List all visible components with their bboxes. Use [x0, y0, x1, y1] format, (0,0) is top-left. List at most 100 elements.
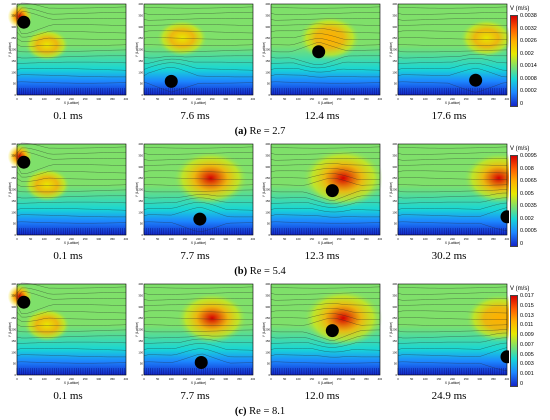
y-tick-label: 300 [138, 25, 143, 29]
velocity-field-svg: 0 50 100 150 200 250 300 350 400 0 50 100 150 200 250 3… [389, 282, 509, 385]
streamline [143, 18, 254, 21]
x-axis-label: X (Lattice) [191, 101, 206, 105]
plot-frame [143, 283, 254, 376]
streamline [16, 208, 127, 211]
y-axis-label: Y (Lattice) [135, 42, 139, 57]
y-tick-label: 200 [265, 328, 270, 332]
y-tick-label: 0 [268, 93, 270, 97]
x-axis-label: X (Lattice) [191, 241, 206, 245]
streamline [397, 342, 508, 350]
y-tick-label: 50 [13, 222, 17, 226]
streamline [270, 303, 381, 306]
streamline [397, 177, 507, 180]
x-tick-label: 100 [423, 377, 428, 381]
y-tick-label: 350 [392, 153, 397, 157]
y-tick-label: 300 [392, 305, 397, 309]
x-tick-label: 0 [270, 97, 272, 101]
x-tick-label: 100 [296, 377, 301, 381]
y-tick-label: 200 [11, 328, 16, 332]
y-tick-label: 0 [14, 373, 16, 377]
streamline [270, 12, 381, 15]
y-tick-label: 150 [392, 199, 397, 203]
streamline [143, 324, 254, 326]
colorbar-tick-label: 0.013 [520, 312, 534, 319]
streamline [143, 24, 254, 26]
colorbar-tick-label: 0.005 [520, 351, 534, 358]
wall-hatching [16, 88, 126, 95]
streamline [143, 170, 254, 174]
colorbar: V (m/s) 0.017 0.015 0.013 0.011 0.009 0.007 0.0… [510, 286, 550, 389]
high-velocity-region [298, 15, 361, 61]
streamline [270, 6, 381, 9]
x-tick-label: 100 [296, 97, 301, 101]
x-tick-label: 50 [410, 377, 414, 381]
y-axis-label: Y (Lattice) [262, 42, 266, 57]
x-tick-label: 400 [124, 377, 128, 381]
streamline [16, 49, 127, 53]
streamline [271, 61, 381, 69]
x-tick-label: 50 [156, 377, 160, 381]
x-tick-label: 100 [169, 97, 174, 101]
streamline [143, 37, 253, 40]
streamline [143, 329, 254, 333]
x-tick-label: 300 [477, 97, 482, 101]
y-tick-label: 0 [268, 233, 270, 237]
streamline [270, 81, 381, 84]
velocity-field-svg: 0 50 100 150 200 250 300 350 400 0 50 100 150 200 250 3… [389, 142, 509, 245]
x-tick-label: 150 [56, 237, 61, 241]
y-tick-label: 150 [392, 59, 397, 63]
y-axis-label: Y (Lattice) [8, 182, 12, 197]
streamline [16, 2, 127, 9]
y-tick-label: 300 [11, 165, 16, 169]
streamline [271, 342, 381, 348]
x-tick-label: 0 [397, 377, 399, 381]
y-tick-label: 150 [11, 199, 16, 203]
wall-hatching [143, 88, 253, 95]
x-tick-label: 150 [183, 377, 188, 381]
wall-hatching [143, 368, 253, 375]
streamline [270, 335, 380, 345]
y-tick-label: 50 [13, 362, 17, 366]
x-tick-label: 300 [477, 237, 482, 241]
colorbar-title: V (m/s) [510, 146, 530, 152]
streamline [270, 152, 381, 155]
streamline [397, 189, 508, 193]
y-tick-label: 350 [11, 13, 16, 17]
streamlines [270, 286, 381, 364]
high-velocity-region [24, 28, 70, 61]
streamline [397, 310, 508, 314]
time-label: 30.2 ms [431, 250, 467, 262]
y-tick-label: 150 [265, 59, 270, 63]
colorbar-tick-label: 0.0065 [520, 178, 537, 185]
velocity-field-plot: 0 50 100 150 200 250 300 350 400 0 50 100 150 200 250 3… [262, 142, 382, 245]
y-axis-label: Y (Lattice) [135, 182, 139, 197]
streamline [397, 292, 508, 295]
plot-frame [143, 3, 254, 96]
time-label: 12.0 ms [304, 390, 340, 402]
y-tick-label: 250 [138, 176, 143, 180]
particle [194, 355, 208, 369]
high-velocity-region [303, 289, 382, 347]
colorbar-tick-label: 0.001 [520, 371, 534, 378]
x-tick-label: 350 [110, 97, 115, 101]
streamlines [397, 286, 508, 371]
streamline [270, 28, 381, 34]
y-tick-label: 350 [265, 153, 270, 157]
y-tick-label: 250 [392, 36, 397, 40]
caption-reynolds: Re = 2.7 [249, 126, 286, 137]
x-tick-label: 0 [270, 377, 272, 381]
streamline [17, 201, 127, 204]
y-tick-label: 300 [392, 25, 397, 29]
x-tick-label: 350 [110, 237, 115, 241]
x-tick-label: 50 [29, 237, 33, 241]
streamline [397, 158, 508, 161]
y-tick-label: 400 [265, 2, 270, 6]
streamline [16, 348, 127, 351]
particle [17, 295, 31, 309]
x-tick-label: 0 [16, 97, 18, 101]
y-tick-label: 50 [267, 82, 271, 86]
y-tick-label: 50 [140, 82, 144, 86]
streamline [397, 298, 508, 301]
colorbar: V (m/s) 0.0095 0.008 0.0065 0.005 0.0035 0.002… [510, 146, 550, 249]
x-tick-label: 200 [69, 237, 74, 241]
